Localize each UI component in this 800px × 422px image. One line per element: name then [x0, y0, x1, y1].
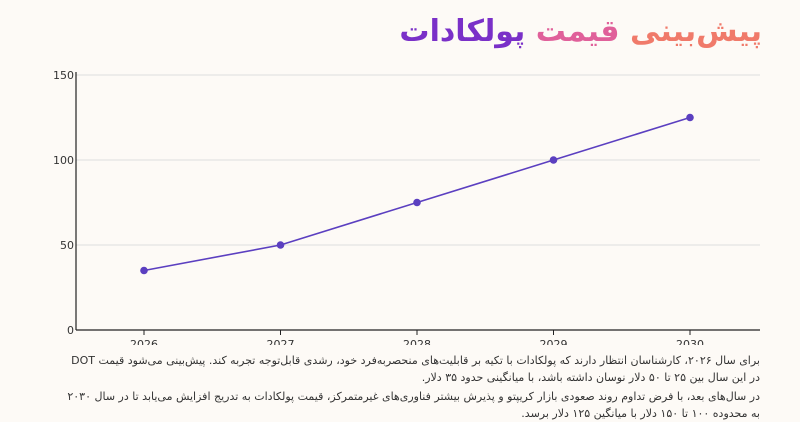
x-tick-label-2028: 2028	[403, 338, 431, 345]
x-tick-label-2027: 2027	[267, 338, 295, 345]
title-word-1: پیش‌بینی	[629, 14, 762, 49]
y-tick-label-0: 0	[67, 324, 74, 337]
x-tick-label-2026: 2026	[130, 338, 158, 345]
data-point-2030	[686, 113, 694, 122]
data-point-2029	[549, 156, 558, 164]
x-tick-label-2030: 2030	[676, 338, 704, 345]
x-tick-label-2029: 2029	[540, 338, 568, 345]
grid-layer	[76, 74, 760, 246]
data-point-2026	[140, 266, 148, 275]
data-point-2028	[413, 198, 421, 207]
axis-layer	[75, 72, 760, 335]
chart-title: پیش‌بینی قیمت پولکادات	[399, 14, 762, 49]
y-tick-label-150: 150	[53, 69, 74, 82]
y-tick-label-50: 50	[60, 239, 74, 252]
series-layer	[140, 113, 694, 275]
description-paragraph-1: برای سال ۲۰۲۶، کارشناسان انتظار دارند که…	[71, 354, 760, 384]
line-chart: 0 50 100 150 2026 2027 2028 2029 2030	[53, 69, 760, 345]
data-point-2027	[276, 241, 285, 249]
title-word-3: پولکادات	[399, 14, 526, 49]
description-paragraph-2: در سال‌های بعد، با فرض تداوم روند صعودی …	[67, 390, 760, 420]
label-layer: 0 50 100 150 2026 2027 2028 2029 2030	[53, 69, 704, 345]
y-tick-label-100: 100	[53, 154, 74, 167]
title-word-2: قیمت	[535, 14, 620, 49]
series-line-0	[143, 116, 691, 272]
